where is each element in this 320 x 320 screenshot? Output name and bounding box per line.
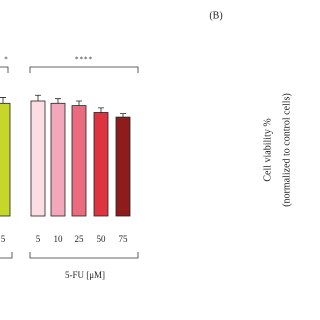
- bar: [71, 105, 87, 217]
- x-tick-label: 75: [119, 234, 129, 244]
- significance-bracket: [29, 66, 139, 73]
- group-bracket: [0, 252, 13, 259]
- y-axis-label: (normalized to control cells): [281, 93, 292, 207]
- error-bar: [55, 98, 61, 104]
- group-bracket: [29, 252, 139, 259]
- x-tick-label: 5: [36, 234, 41, 244]
- y-axis-label: Cell viability %: [262, 118, 273, 181]
- error-bar: [0, 97, 6, 104]
- bar: [115, 116, 131, 217]
- x-tick-label: 5: [1, 234, 6, 244]
- x-tick-label: 10: [54, 234, 64, 244]
- error-bar: [98, 107, 104, 113]
- bar: [50, 102, 66, 217]
- significance-bracket: [0, 66, 9, 73]
- error-bar: [76, 100, 82, 106]
- group-label: 5-FU [μM]: [65, 270, 105, 280]
- significance: *: [4, 56, 8, 64]
- significance: ****: [75, 56, 93, 64]
- bar: [93, 112, 109, 217]
- bar: [30, 100, 46, 217]
- x-tick-label: 25: [75, 234, 85, 244]
- error-bar: [120, 113, 126, 118]
- x-tick-label: 50: [97, 234, 107, 244]
- error-bar: [35, 94, 41, 101]
- bar: [0, 102, 11, 217]
- panel-label: (B): [209, 10, 222, 21]
